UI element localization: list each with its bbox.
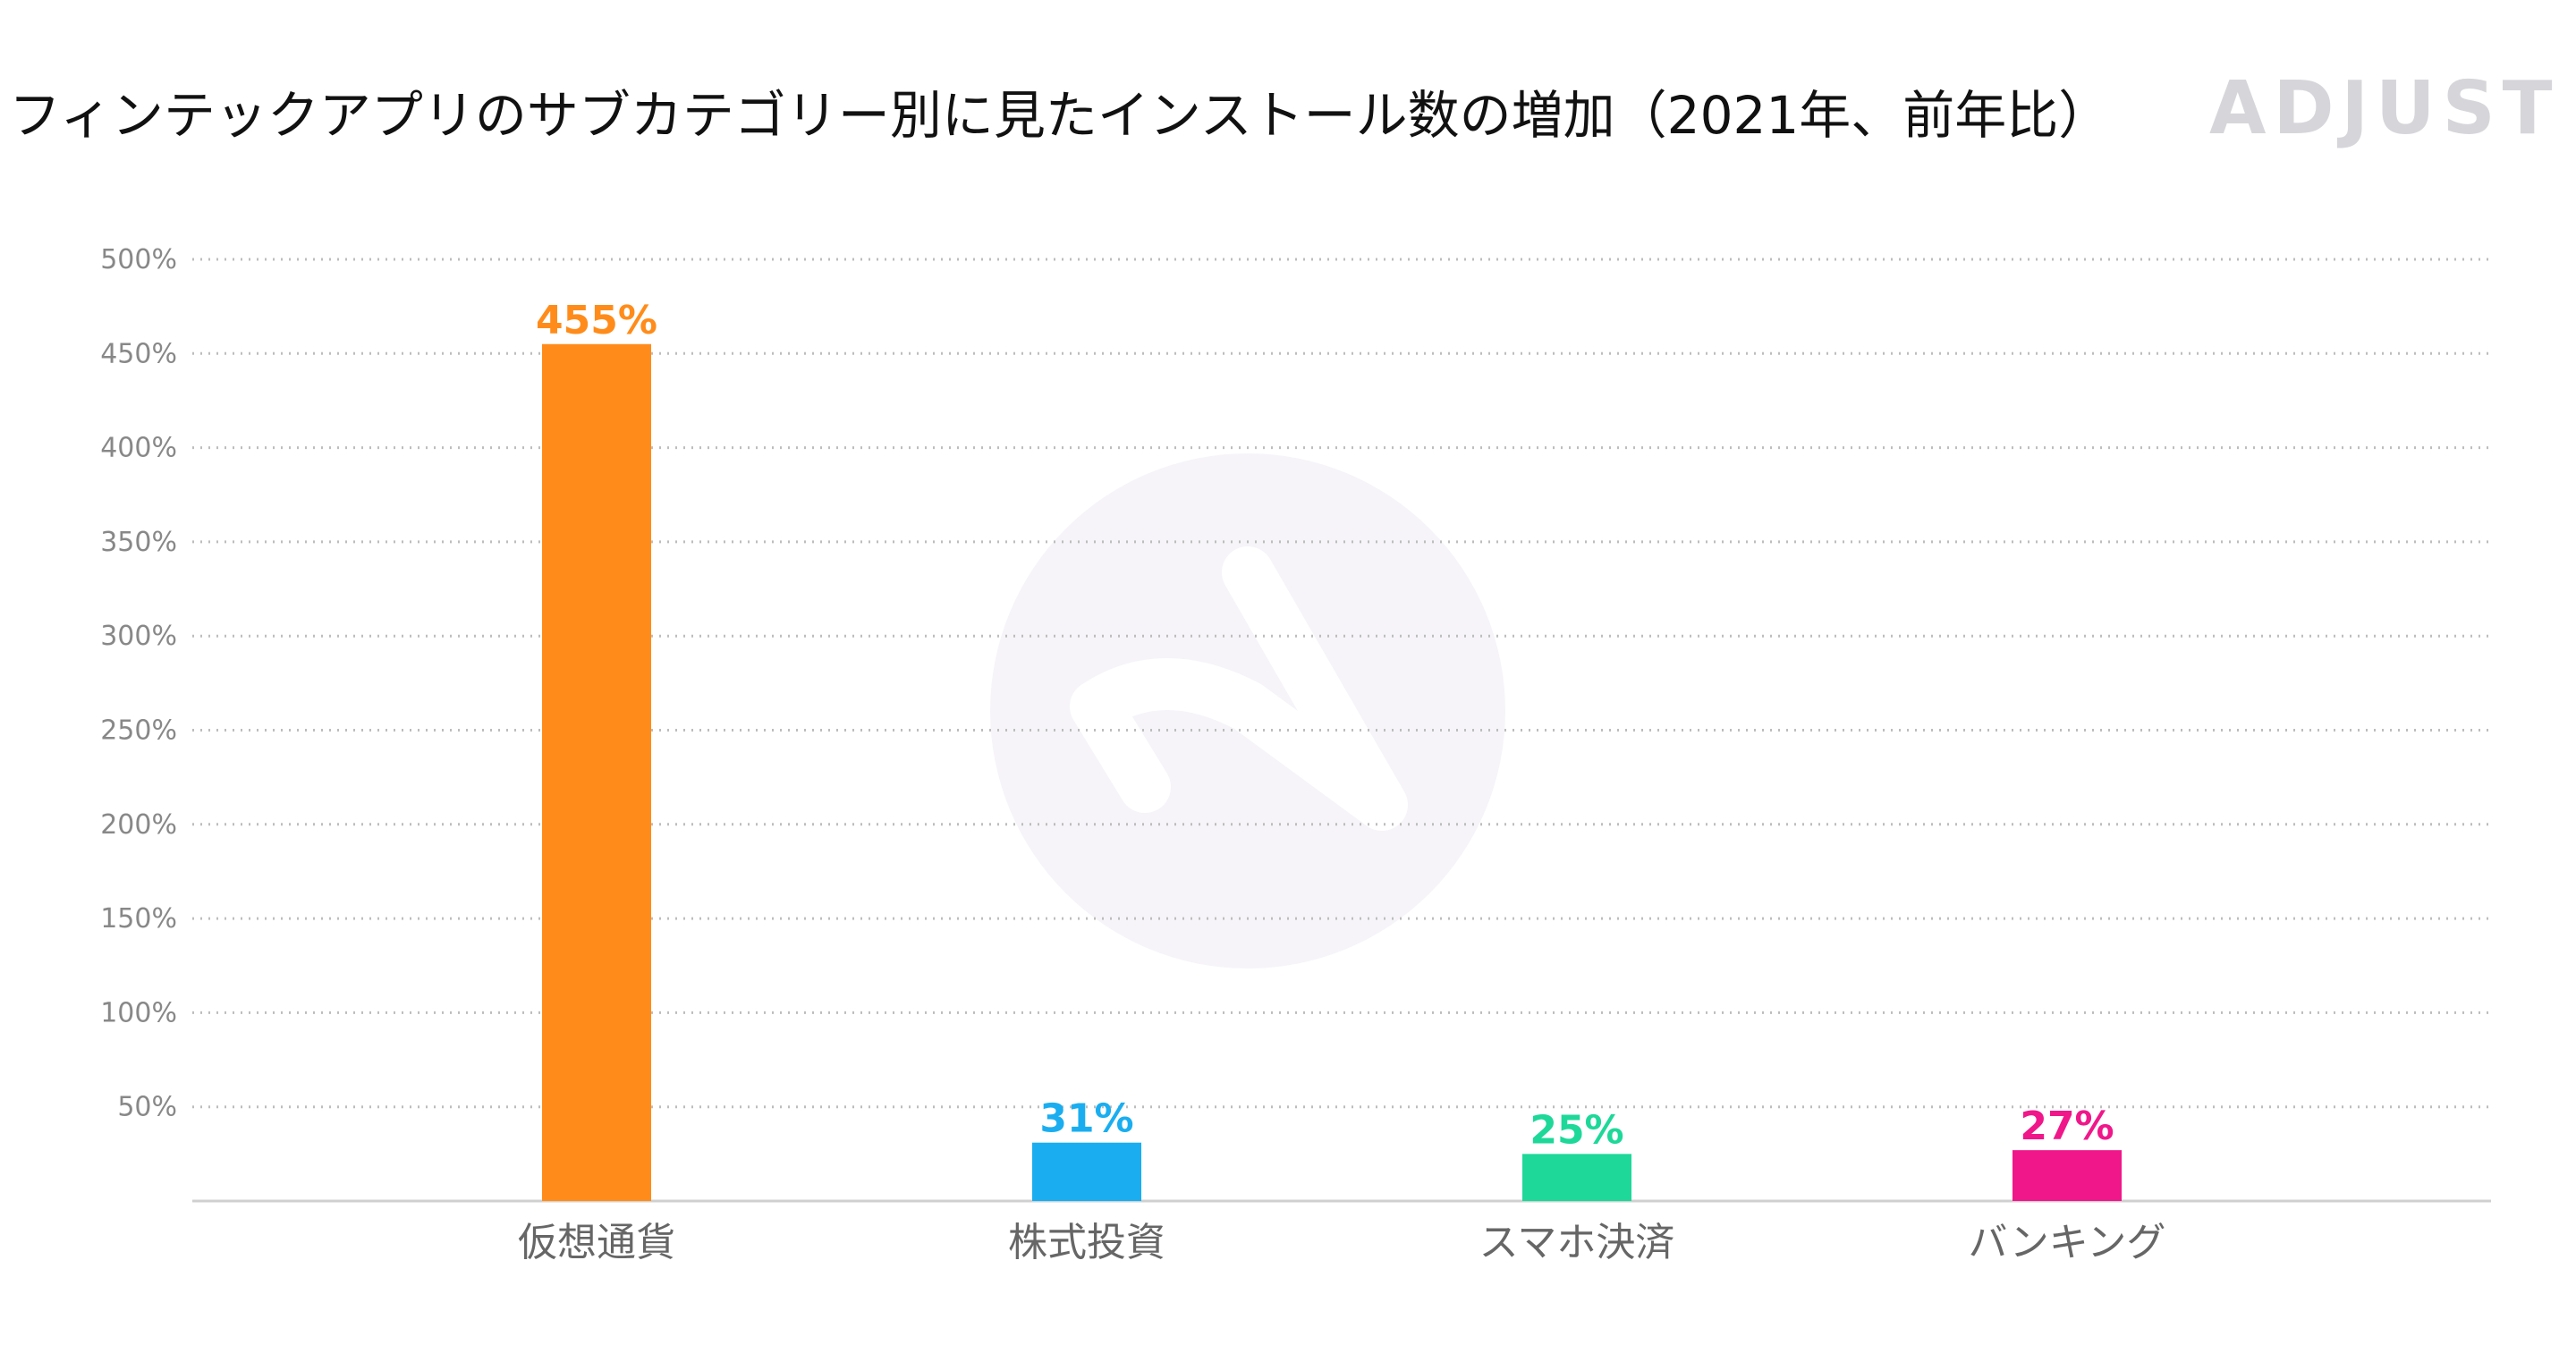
category-labels: 仮想通貨 株式投資 スマホ決済 バンキング xyxy=(518,1220,2165,1265)
data-label-2: 31% xyxy=(1039,1096,1133,1142)
bar-2 xyxy=(1032,1142,1141,1201)
bar-4 xyxy=(2012,1150,2122,1201)
watermark-glyph xyxy=(1070,546,1408,831)
y-axis-ticks: 50% 100% 150% 200% 250% 300% 350% 400% 450% 500% xyxy=(100,244,177,1123)
data-label-1: 455% xyxy=(536,298,657,343)
data-label-3: 25% xyxy=(1530,1107,1623,1153)
y-tick-label: 150% xyxy=(100,903,177,935)
y-tick-label: 250% xyxy=(100,715,177,747)
y-tick-label: 50% xyxy=(117,1092,177,1123)
data-labels: 455% 31% 25% 27% xyxy=(536,298,2114,1154)
adjust-watermark-icon xyxy=(990,453,1505,969)
y-tick-label: 450% xyxy=(100,338,177,369)
y-tick-label: 350% xyxy=(100,527,177,558)
category-label-2: 株式投資 xyxy=(1008,1220,1165,1265)
bar-1 xyxy=(542,343,651,1201)
chart-title: フィンテックアプリのサブカテゴリー別に見たインストール数の増加（2021年、前年… xyxy=(9,85,2111,146)
bar-3 xyxy=(1522,1154,1631,1201)
adjust-logo: ADJUST xyxy=(2209,66,2560,151)
y-tick-label: 300% xyxy=(100,621,177,652)
category-label-1: 仮想通貨 xyxy=(518,1220,675,1265)
category-label-4: バンキング xyxy=(1969,1220,2166,1265)
category-label-3: スマホ決済 xyxy=(1479,1220,1675,1265)
y-tick-label: 200% xyxy=(100,809,177,841)
y-tick-label: 400% xyxy=(100,433,177,464)
data-label-4: 27% xyxy=(2020,1104,2114,1149)
y-tick-label: 100% xyxy=(100,997,177,1028)
bars xyxy=(542,343,2122,1201)
y-tick-label: 500% xyxy=(100,244,177,275)
